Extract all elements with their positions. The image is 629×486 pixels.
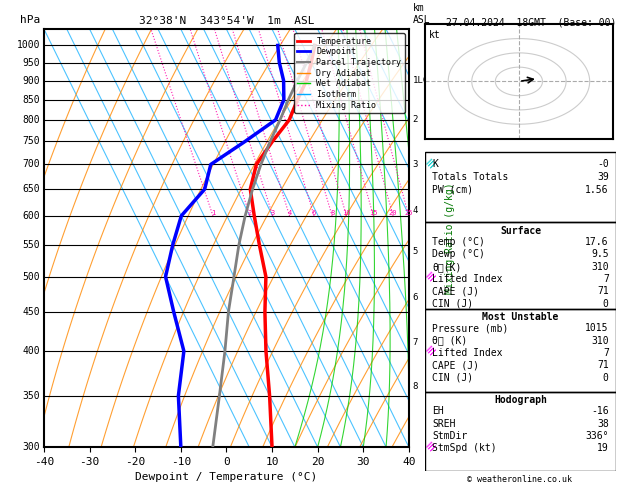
Text: CIN (J): CIN (J) [432,373,474,383]
Text: 500: 500 [23,272,40,282]
Text: 750: 750 [23,137,40,146]
Text: Pressure (mb): Pressure (mb) [432,323,509,333]
Text: $\equiv$: $\equiv$ [421,62,440,81]
Text: 310: 310 [591,336,609,346]
Text: 38: 38 [597,418,609,429]
Text: 2: 2 [413,115,418,124]
Text: 4: 4 [413,206,418,215]
Text: $\equiv$: $\equiv$ [421,90,440,109]
Text: 550: 550 [23,240,40,250]
Text: 7: 7 [603,348,609,358]
Text: 39: 39 [597,172,609,182]
Text: 650: 650 [23,184,40,194]
Text: 4: 4 [287,210,292,216]
Text: 17.6: 17.6 [585,237,609,247]
Text: Most Unstable: Most Unstable [482,312,559,322]
Legend: Temperature, Dewpoint, Parcel Trajectory, Dry Adiabat, Wet Adiabat, Isotherm, Mi: Temperature, Dewpoint, Parcel Trajectory… [294,34,404,113]
Text: 25: 25 [404,210,413,216]
Text: Mixing Ratio (g/kg): Mixing Ratio (g/kg) [445,182,455,294]
Text: -0: -0 [597,159,609,169]
Text: 850: 850 [23,95,40,104]
Text: Surface: Surface [500,226,541,236]
Text: 1000: 1000 [17,40,40,51]
Text: 1.56: 1.56 [585,185,609,195]
Text: © weatheronline.co.uk: © weatheronline.co.uk [467,474,572,484]
Text: 310: 310 [591,262,609,272]
Text: 1LCL: 1LCL [413,76,434,85]
Text: -16: -16 [591,406,609,417]
Text: StmDir: StmDir [432,431,467,441]
Text: Totals Totals: Totals Totals [432,172,509,182]
Text: Hodograph: Hodograph [494,395,547,404]
Text: Lifted Index: Lifted Index [432,348,503,358]
Text: SREH: SREH [432,418,456,429]
Text: 7: 7 [603,274,609,284]
Text: Dewp (°C): Dewp (°C) [432,249,485,260]
Text: θᴇ (K): θᴇ (K) [432,336,467,346]
Text: Temp (°C): Temp (°C) [432,237,485,247]
Text: 27.04.2024  18GMT  (Base: 00): 27.04.2024 18GMT (Base: 00) [447,17,616,27]
Text: 950: 950 [23,57,40,68]
Text: 7: 7 [413,338,418,347]
Text: PW (cm): PW (cm) [432,185,474,195]
Text: 900: 900 [23,76,40,86]
Text: 400: 400 [23,346,40,356]
Text: 700: 700 [23,159,40,170]
Text: 9.5: 9.5 [591,249,609,260]
Text: 1015: 1015 [585,323,609,333]
Text: 71: 71 [597,286,609,296]
Text: 2: 2 [248,210,252,216]
Text: Lifted Index: Lifted Index [432,274,503,284]
Text: CAPE (J): CAPE (J) [432,361,479,370]
Text: 0: 0 [603,299,609,309]
Text: $\equiv$: $\equiv$ [421,342,440,361]
Text: EH: EH [432,406,444,417]
Bar [425,222,616,309]
Text: km
ASL: km ASL [413,3,430,25]
Text: 3: 3 [270,210,275,216]
Text: kt: kt [430,30,441,40]
Text: 300: 300 [23,442,40,452]
Bar [425,392,616,471]
Bar [425,309,616,392]
Text: 19: 19 [597,443,609,453]
Text: 336°: 336° [585,431,609,441]
X-axis label: Dewpoint / Temperature (°C): Dewpoint / Temperature (°C) [135,472,318,483]
Text: K: K [432,159,438,169]
Text: 5: 5 [413,246,418,256]
Text: 3: 3 [413,160,418,169]
Text: 350: 350 [23,391,40,400]
Text: $\equiv$: $\equiv$ [421,438,440,456]
Text: 15: 15 [369,210,377,216]
Title: 32°38'N  343°54'W  1m  ASL: 32°38'N 343°54'W 1m ASL [138,16,314,26]
Bar [425,152,616,222]
Text: 71: 71 [597,361,609,370]
Text: 0: 0 [603,373,609,383]
Text: 450: 450 [23,307,40,317]
Text: StmSpd (kt): StmSpd (kt) [432,443,497,453]
Text: CIN (J): CIN (J) [432,299,474,309]
Text: $\equiv$: $\equiv$ [421,267,440,286]
Text: 10: 10 [342,210,351,216]
Text: 600: 600 [23,211,40,221]
Text: 6: 6 [312,210,316,216]
Text: 1: 1 [211,210,215,216]
Text: CAPE (J): CAPE (J) [432,286,479,296]
Text: 800: 800 [23,115,40,125]
Text: 8: 8 [330,210,334,216]
Text: 6: 6 [413,293,418,302]
Text: $\equiv$: $\equiv$ [421,155,440,174]
Text: 20: 20 [389,210,398,216]
Text: hPa: hPa [20,15,40,25]
Text: 8: 8 [413,382,418,391]
Text: θᴇ(K): θᴇ(K) [432,262,462,272]
